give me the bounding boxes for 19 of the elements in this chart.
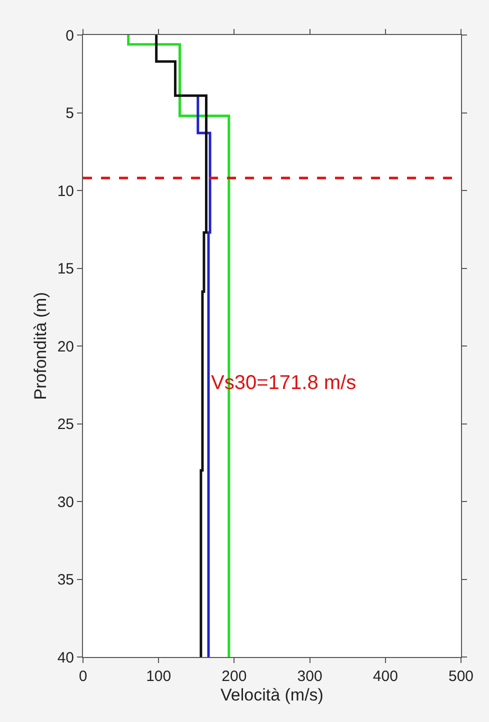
line-series bbox=[155, 35, 208, 657]
y-tick-label: 20 bbox=[57, 338, 74, 356]
x-tick-label: 300 bbox=[297, 668, 322, 685]
y-tick-label: 35 bbox=[57, 572, 74, 588]
x-tick-label: 500 bbox=[448, 668, 474, 685]
y-tick-label: 25 bbox=[57, 416, 74, 433]
y-tick-label: 10 bbox=[57, 182, 74, 200]
x-axis-title: Velocità (m/s) bbox=[220, 685, 324, 704]
y-tick-label: 30 bbox=[57, 494, 74, 511]
y-tick-label: 5 bbox=[66, 105, 74, 122]
y-tick-label: 15 bbox=[57, 260, 74, 278]
y-axis-title: Profondità (m) bbox=[30, 292, 50, 400]
x-tick-label: 100 bbox=[146, 668, 172, 685]
y-tick-label: 40 bbox=[57, 649, 74, 666]
x-tick-label: 200 bbox=[222, 668, 247, 685]
x-tick-label: 0 bbox=[78, 668, 88, 685]
line-series bbox=[196, 94, 212, 657]
y-tick-label: 0 bbox=[66, 27, 74, 44]
x-tick-label: 400 bbox=[372, 668, 398, 685]
